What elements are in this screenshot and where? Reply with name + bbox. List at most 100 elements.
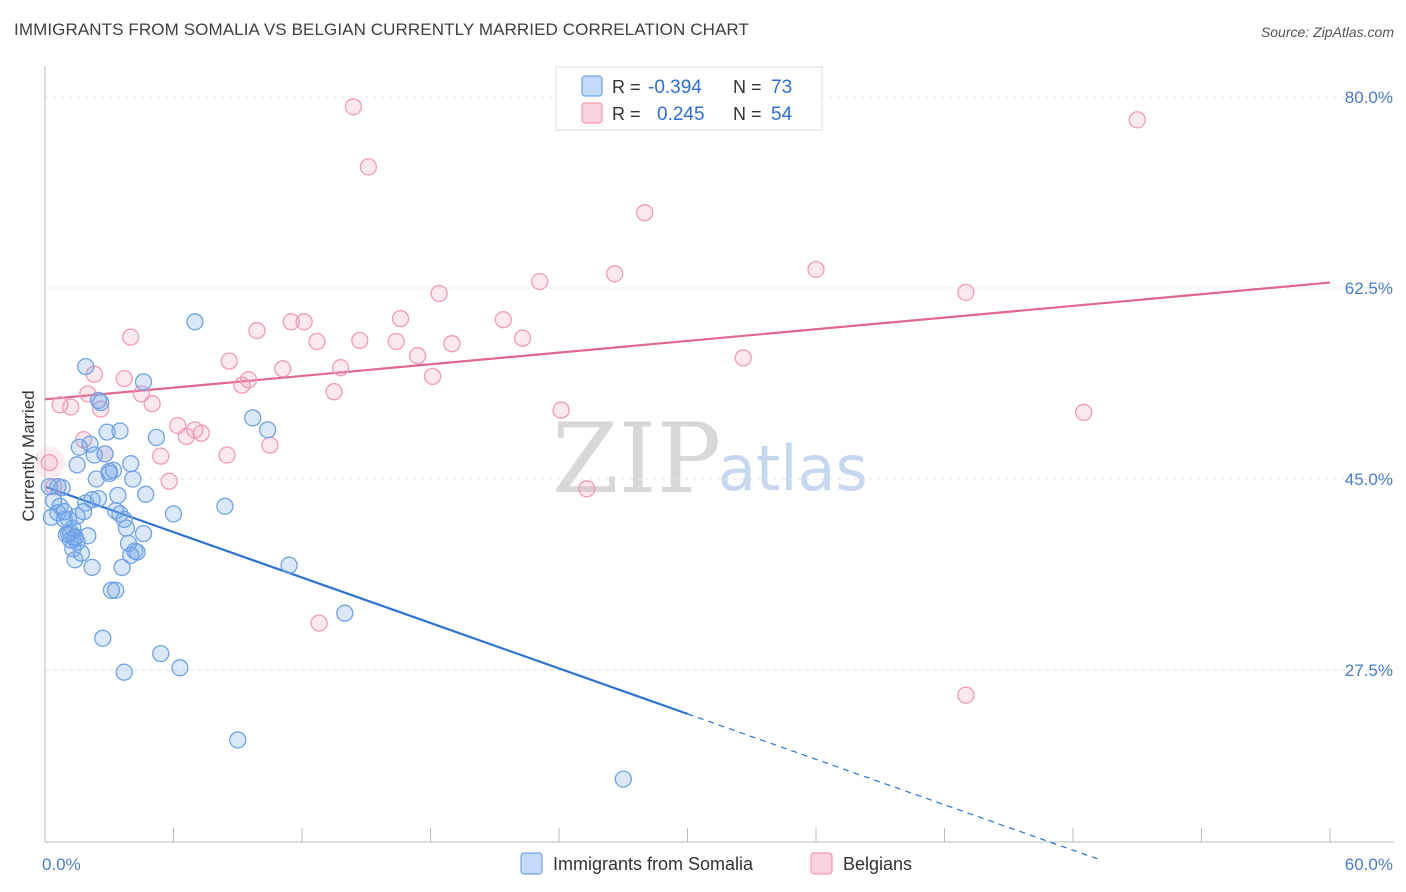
- watermark: ZIP atlas: [552, 403, 868, 515]
- y-axis-label: Currently Married: [19, 390, 38, 521]
- somalia-point: [186, 313, 204, 331]
- belgians-point: [351, 331, 369, 350]
- somalia-point: [77, 357, 95, 376]
- belgians-point: [606, 265, 624, 283]
- x-tick-label-0: 0.0%: [42, 855, 81, 874]
- somalia-point: [128, 543, 146, 561]
- legend-n-label-somalia: N =: [733, 77, 762, 97]
- somalia-point: [336, 604, 354, 622]
- belgians-point: [218, 446, 236, 464]
- belgians-point: [261, 436, 279, 454]
- belgians-point: [531, 272, 549, 291]
- belgians-point: [578, 480, 596, 498]
- somalia-point: [134, 373, 153, 391]
- belgians-point: [423, 367, 442, 386]
- somalia-point: [124, 470, 142, 488]
- somalia-point: [83, 491, 101, 509]
- somalia-point: [89, 489, 108, 508]
- somalia-point: [92, 393, 110, 412]
- belgians-point: [359, 158, 378, 176]
- belgians-point: [143, 395, 161, 413]
- belgians-point: [248, 321, 266, 340]
- somalia-point: [280, 556, 298, 574]
- somalia-point: [100, 462, 118, 481]
- somalia-point: [83, 558, 101, 577]
- somalia-point: [59, 524, 78, 543]
- belgians-point: [430, 284, 448, 303]
- somalia-point: [137, 485, 155, 503]
- watermark-atlas: atlas: [718, 432, 868, 505]
- somalia-point: [94, 629, 112, 647]
- series-legend-swatch-somalia: [520, 852, 543, 875]
- y-tick-label-3: 80.0%: [1345, 88, 1393, 107]
- belgians-point: [308, 332, 326, 351]
- somalia-point: [115, 663, 133, 681]
- belgians-point: [513, 329, 532, 347]
- tick-labels: 27.5% 45.0% 62.5% 80.0% 0.0% 60.0%: [42, 88, 1393, 874]
- belgians-point: [408, 347, 427, 365]
- legend-r-label-somalia: R =: [612, 77, 641, 97]
- belgians-point: [192, 424, 210, 442]
- somalia-point: [614, 770, 632, 788]
- y-tick-label-2: 62.5%: [1345, 279, 1393, 298]
- legend-r-value-belgians: 0.245: [657, 104, 705, 125]
- trend-lines: [44, 281, 1331, 860]
- somalia-point: [102, 581, 121, 599]
- belgians-point: [391, 309, 410, 328]
- belgians-point: [552, 401, 570, 419]
- legend-n-value-somalia: 73: [771, 77, 792, 98]
- somalia-point: [49, 504, 67, 522]
- belgians-point: [636, 204, 654, 222]
- legend-n-value-belgians: 54: [771, 104, 793, 125]
- somalia-point: [68, 456, 86, 474]
- somalia-point: [53, 479, 71, 497]
- belgians-point: [734, 349, 752, 367]
- belgians-point: [115, 369, 133, 388]
- belgians-point: [443, 335, 461, 353]
- source-credit: Source: ZipAtlas.com: [1260, 24, 1394, 40]
- legend-n-label-belgians: N =: [733, 104, 762, 124]
- belgians-point: [1075, 403, 1093, 422]
- legend-r-value-somalia: -0.394: [648, 77, 702, 98]
- series-legend-label-belgians: Belgians: [843, 854, 912, 874]
- belgians-point: [51, 396, 69, 414]
- belgians-point: [122, 328, 140, 346]
- somalia-point: [147, 428, 166, 447]
- chart-title: IMMIGRANTS FROM SOMALIA VS BELGIAN CURRE…: [14, 20, 749, 39]
- belgians-point: [160, 472, 178, 490]
- legend-swatch-belgians: [581, 102, 603, 124]
- y-tick-label-1: 45.0%: [1345, 470, 1393, 489]
- somalia-point: [98, 423, 116, 441]
- somalia-point: [109, 486, 127, 505]
- somalia-point: [216, 497, 234, 515]
- somalia-point: [66, 551, 84, 569]
- somalia-point: [152, 644, 170, 663]
- belgians-point: [957, 283, 975, 302]
- somalia-point: [96, 445, 114, 463]
- somalia-point: [134, 524, 153, 543]
- somalia-point: [229, 731, 247, 749]
- somalia-point: [55, 503, 73, 521]
- somalia-point: [171, 659, 189, 677]
- somalia-point: [113, 558, 131, 577]
- somalia-point: [164, 505, 183, 523]
- x-tick-label-1: 60.0%: [1345, 855, 1393, 874]
- belgians-point: [79, 385, 97, 403]
- belgians-point: [344, 98, 363, 116]
- somalia-point: [244, 409, 262, 427]
- legend-r-label-belgians: R =: [612, 104, 641, 124]
- legend-swatch-somalia: [581, 75, 603, 97]
- belgians-point: [387, 332, 405, 351]
- belgians-point: [152, 447, 170, 465]
- belgians-point: [494, 311, 512, 329]
- stats-legend: R = -0.394 N = 73 R = 0.245 N = 54: [555, 66, 823, 131]
- somalia-point: [259, 421, 277, 439]
- somalia-point: [122, 455, 140, 473]
- somalia-point: [79, 527, 97, 545]
- series-legend-swatch-belgians: [810, 852, 833, 875]
- series-legend-label-somalia: Immigrants from Somalia: [553, 854, 754, 874]
- series-belgians: [40, 98, 1146, 704]
- belgians-point: [807, 260, 825, 279]
- belgians-point: [331, 359, 350, 377]
